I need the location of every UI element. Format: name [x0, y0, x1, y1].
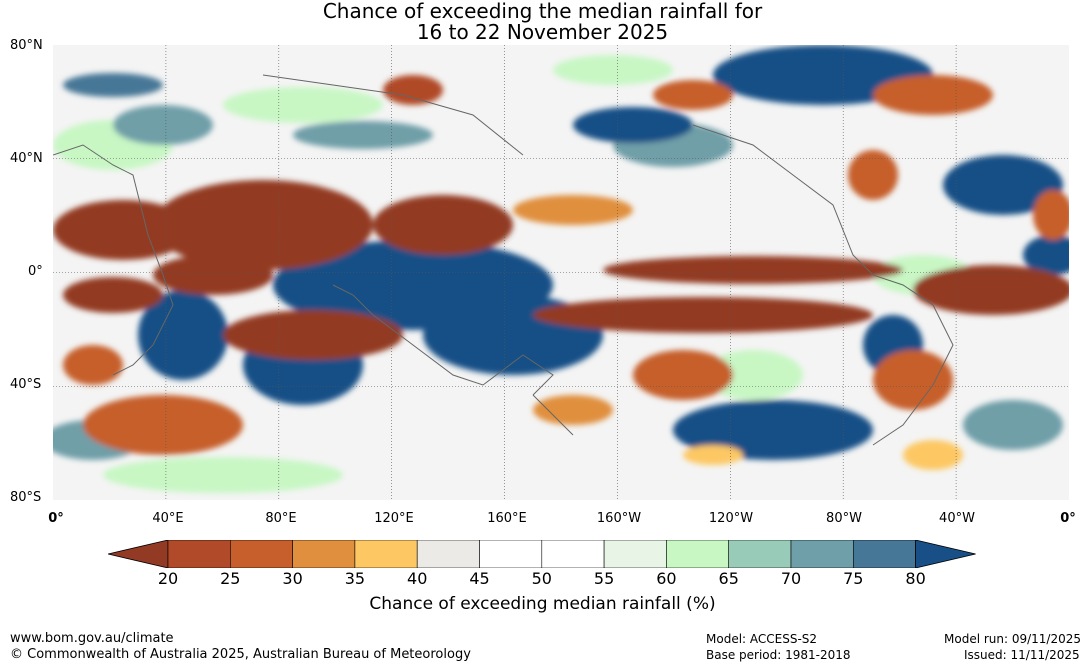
probability-field [53, 45, 1069, 493]
lon-label-120w: 120°W [708, 511, 754, 526]
lon-label-160e: 160°E [487, 511, 527, 526]
lon-label-0-left: 0° [48, 511, 64, 526]
colorbar-extend-low [108, 540, 169, 568]
colorbar-segment [666, 540, 730, 568]
colorbar-segment [416, 540, 480, 568]
colorbar-segment [728, 540, 792, 568]
lon-label-40e: 40°E [152, 511, 184, 526]
colorbar-segment [852, 540, 916, 568]
lon-label-160w: 160°W [596, 511, 642, 526]
colorbar-segment [603, 540, 667, 568]
footer-website: www.bom.gov.au/climate [10, 631, 174, 646]
colorbar-tick-label: 20 [157, 569, 179, 588]
map-title-line-2: 16 to 22 November 2025 [416, 20, 669, 44]
colorbar-tick-label: 45 [469, 569, 490, 588]
footer-issued: Issued: 11/11/2025 [964, 648, 1080, 662]
coastlines [53, 74, 954, 446]
map-title-line-1: Chance of exceeding the median rainfall … [322, 0, 763, 23]
lat-label-80n: 80°N [10, 38, 43, 53]
lat-label-40n: 40°N [10, 151, 43, 166]
colorbar-tick-label: 35 [344, 569, 366, 588]
lon-label-0-right: 0° [1060, 511, 1076, 526]
colorbar-tick-label: 75 [843, 569, 864, 588]
colorbar-segment [292, 540, 356, 568]
colorbar-label: Chance of exceeding median rainfall (%) [369, 594, 716, 614]
lon-label-80w: 80°W [826, 511, 862, 526]
colorbar-tick-label: 40 [407, 569, 428, 588]
lat-label-40s: 40°S [10, 377, 42, 392]
colorbar-tick-label: 65 [718, 569, 739, 588]
colorbar-extend-high [915, 540, 976, 568]
colorbar-segment [230, 540, 293, 568]
colorbar [108, 540, 976, 568]
graticule [53, 45, 1069, 500]
footer-base-period: Base period: 1981-2018 [706, 648, 851, 662]
lat-label-80s: 80°S [10, 490, 42, 505]
colorbar-tick-label: 60 [656, 569, 677, 588]
colorbar-segment [790, 540, 854, 568]
rainfall-probability-map [53, 45, 1069, 500]
colorbar-segment [167, 540, 231, 568]
map-canvas [53, 45, 1069, 500]
lon-label-40w: 40°W [939, 511, 975, 526]
footer-model-run: Model run: 09/11/2025 [944, 632, 1082, 646]
colorbar-tick-label: 50 [531, 569, 552, 588]
colorbar-segment [479, 540, 543, 568]
lon-label-80e: 80°E [265, 511, 297, 526]
colorbar-tick-label: 25 [220, 569, 241, 588]
colorbar-tick-label: 30 [282, 569, 303, 588]
lon-label-120e: 120°E [374, 511, 414, 526]
footer-model: Model: ACCESS-S2 [706, 632, 818, 646]
colorbar-tick-label: 70 [780, 569, 802, 588]
colorbar-tick-label: 80 [905, 569, 926, 588]
colorbar-segment [354, 540, 418, 568]
colorbar-segment [541, 540, 605, 568]
colorbar-tick-label: 55 [593, 569, 615, 588]
lat-label-0: 0° [28, 264, 43, 279]
footer-copyright: © Commonwealth of Australia 2025, Austra… [10, 647, 471, 662]
